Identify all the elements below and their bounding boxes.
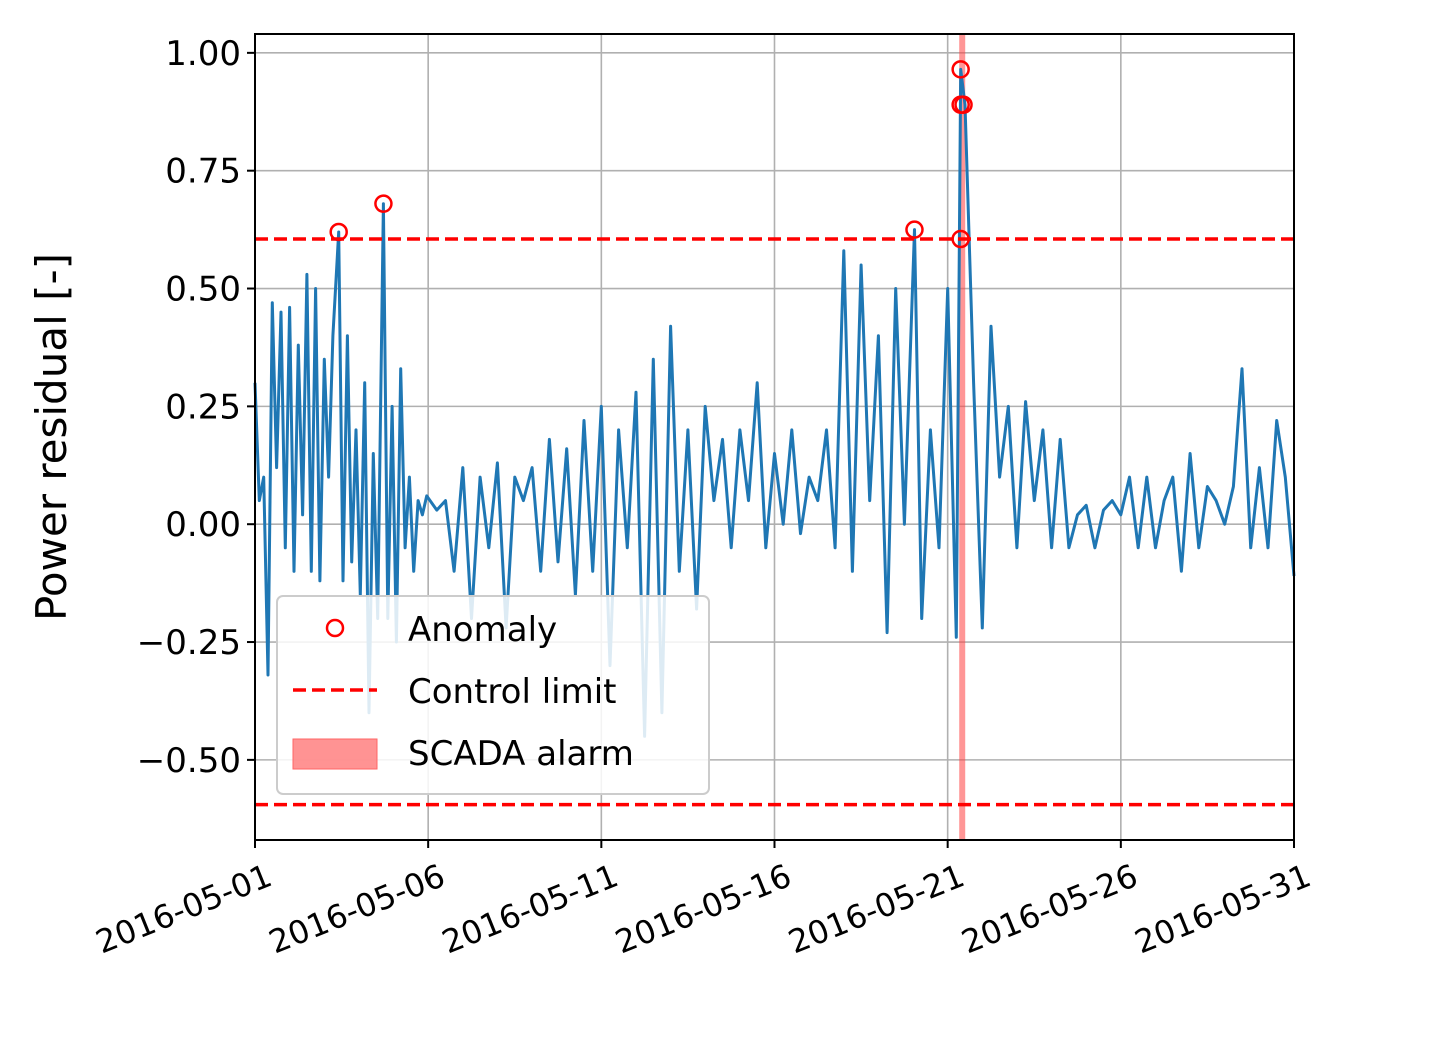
anomaly-layer <box>329 60 973 249</box>
legend-label-control-limit: Control limit <box>408 672 617 712</box>
y-tick-label: 0.25 <box>165 387 241 427</box>
anomaly-marker <box>951 60 970 79</box>
x-tick-label: 2016-05-26 <box>956 856 1143 961</box>
anomaly-marker <box>905 220 924 239</box>
x-axis: 2016-05-012016-05-062016-05-112016-05-16… <box>90 840 1316 961</box>
legend-scada-alarm-patch <box>292 738 378 770</box>
legend: Anomaly Control limit SCADA alarm <box>276 595 710 795</box>
x-tick-label: 2016-05-21 <box>783 856 970 961</box>
y-tick-label: −0.25 <box>137 623 241 663</box>
x-tick-label: 2016-05-16 <box>610 856 797 961</box>
anomaly-marker <box>374 194 393 213</box>
scada-alarm-layer <box>959 34 966 840</box>
legend-label-scada-alarm: SCADA alarm <box>408 734 634 774</box>
control-limit-layer <box>255 237 1294 807</box>
legend-anomaly-marker <box>325 618 345 638</box>
y-tick-label: 0.00 <box>165 505 241 545</box>
x-tick-label: 2016-05-06 <box>263 856 450 961</box>
y-tick-label: −0.50 <box>137 741 241 781</box>
x-tick-label: 2016-05-31 <box>1129 856 1316 961</box>
scada-alarm-band <box>959 34 966 840</box>
legend-box <box>276 595 710 795</box>
y-tick-label: 0.50 <box>165 270 241 310</box>
legend-label-anomaly: Anomaly <box>408 610 557 650</box>
anomaly-marker <box>329 222 348 242</box>
anomaly-marker <box>954 95 973 114</box>
y-tick-label: 1.00 <box>165 34 241 74</box>
y-axis-label: Power residual [-] <box>27 253 76 621</box>
x-tick-label: 2016-05-01 <box>90 856 277 961</box>
y-axis: 1.00 0.75 0.50 0.25 0.00 −0.25 −0.50 <box>137 34 255 781</box>
anomaly-marker <box>951 229 970 249</box>
x-tick-label: 2016-05-11 <box>437 856 624 961</box>
y-tick-label: 0.75 <box>165 152 241 192</box>
